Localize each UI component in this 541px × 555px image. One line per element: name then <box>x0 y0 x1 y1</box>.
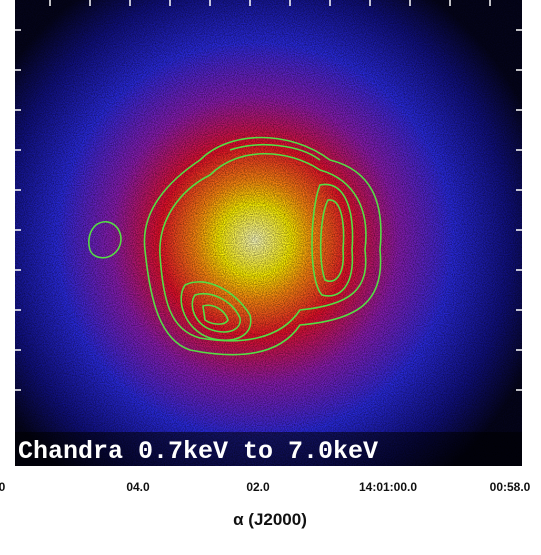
x-tick-label: 0 <box>0 480 6 494</box>
x-tick-label: 02.0 <box>246 480 270 494</box>
x-tick-label: 14:01:00.0 <box>358 480 418 494</box>
overlay-text: Chandra 0.7keV to 7.0keV <box>18 437 378 466</box>
x-tick-label: 00:58.0 <box>489 480 531 494</box>
x-axis-label: α (J2000) <box>233 510 307 529</box>
x-tick-label: 04.0 <box>126 480 150 494</box>
xray-image: Chandra 0.7keV to 7.0keV <box>15 0 522 466</box>
